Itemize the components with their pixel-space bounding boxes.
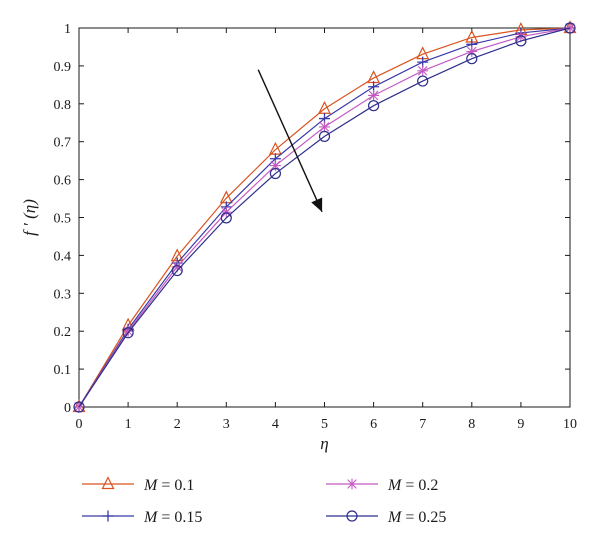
series-line [78,27,571,408]
legend-label: M = 0.15 [143,509,202,526]
data-point [368,89,380,101]
legend-swatch-marker [102,510,114,522]
x-tick-label: 6 [370,417,377,432]
data-point [368,100,380,112]
x-tick-label: 2 [174,417,181,432]
data-point [515,31,527,43]
series-m-0-2 [73,22,576,413]
y-tick-label: 0.4 [54,249,72,264]
legend-item: M = 0.2 [326,477,438,494]
data-point [219,190,233,204]
x-axis: 0 1 2 3 4 5 6 7 8 9 10 [76,28,577,432]
arrow-head [311,197,323,212]
data-point [318,130,331,142]
y-tick-label: 0.7 [54,136,72,151]
series-line [78,27,571,408]
y-tick-label: 0.8 [54,98,72,113]
data-point [515,35,527,47]
legend-item: M = 0.15 [82,509,202,526]
series-m-0-15 [73,22,576,413]
data-point [269,167,281,180]
series-line [78,27,571,408]
y-tick-label: 0.1 [54,363,72,378]
data-point [122,327,134,339]
x-tick-label: 4 [272,417,279,432]
x-tick-label: 3 [223,417,230,432]
legend-item: M = 0.25 [326,509,446,526]
x-tick-label: 8 [468,417,475,432]
legend-label: M = 0.1 [143,477,194,494]
legend-swatch-marker [101,476,115,490]
data-point [220,206,232,218]
data-point [171,264,183,277]
legend-label: M = 0.2 [387,477,438,494]
legend-swatch-marker [346,510,358,522]
y-tick-label: 0.6 [54,174,72,189]
x-tick-label: 7 [419,417,426,432]
y-tick-label: 0 [64,401,71,416]
trend-arrow [257,69,323,213]
data-point [417,75,429,87]
data-point [466,53,478,65]
x-tick-label: 1 [125,417,132,432]
data-point [269,160,281,172]
plot-area [78,27,571,408]
y-tick-label: 0.9 [54,60,72,75]
y-tick-label: 0.3 [54,287,72,302]
x-axis-label: η [320,434,328,453]
x-tick-label: 5 [321,417,328,432]
data-point [466,45,478,57]
data-point [417,65,429,77]
data-point [220,212,232,224]
legend: M = 0.1 M = 0.15 M = 0.2 M = 0.25 [82,476,446,526]
y-axis-label: f ′ (η) [20,199,39,236]
y-tick-label: 1 [64,22,71,37]
y-axis: 0 0.1 0.2 0.3 0.4 0.5 0.6 0.7 0.8 0.9 1 [54,22,570,416]
legend-item: M = 0.1 [82,476,194,494]
data-point [122,325,134,337]
x-tick-label: 0 [76,417,83,432]
data-point [564,22,576,34]
series-m-0-1 [72,20,577,413]
y-tick-label: 0.2 [54,325,72,340]
data-point [268,141,282,155]
arrow-shaft [257,69,323,213]
plot-frame [78,27,571,408]
data-point [319,121,330,133]
data-point [73,401,85,413]
x-tick-label: 10 [563,417,577,432]
y-tick-label: 0.5 [54,212,72,227]
legend-swatch-marker [346,478,358,490]
x-tick-label: 9 [517,417,524,432]
data-point [171,261,183,273]
series-m-0-25 [73,22,576,413]
series-line [78,27,571,408]
legend-label: M = 0.25 [387,509,446,526]
series-layer [72,20,577,413]
